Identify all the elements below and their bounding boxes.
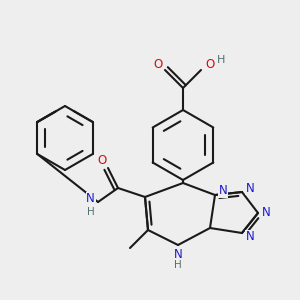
Text: N: N (246, 230, 254, 244)
Text: H: H (217, 55, 225, 65)
Text: N: N (86, 193, 95, 206)
Text: N: N (262, 206, 270, 220)
Text: O: O (153, 58, 163, 71)
Text: N: N (246, 182, 254, 194)
Text: O: O (98, 154, 106, 167)
Text: N: N (174, 248, 182, 262)
Text: N: N (219, 184, 227, 197)
Text: H: H (87, 207, 95, 217)
Text: H: H (174, 260, 182, 270)
Text: O: O (205, 58, 214, 70)
